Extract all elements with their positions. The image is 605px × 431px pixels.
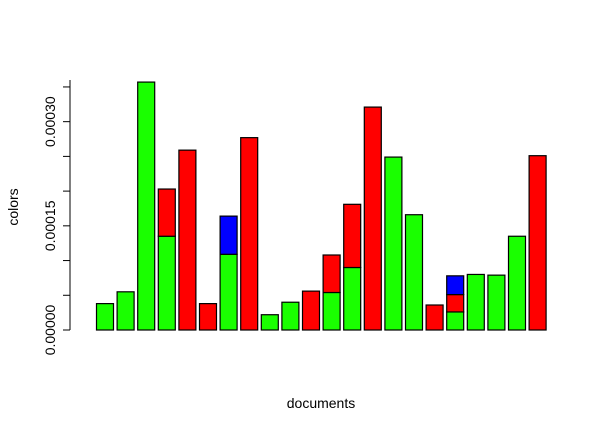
bar-2-segment-1 xyxy=(116,291,135,331)
bar-17-segment-2 xyxy=(425,304,444,331)
bar-19-segment-1 xyxy=(466,273,485,331)
bar-13-segment-2 xyxy=(343,203,362,269)
bar-18-segment-3 xyxy=(446,275,465,296)
y-tick-label: 0.00030 xyxy=(42,96,58,147)
bar-20-segment-1 xyxy=(487,274,506,331)
bar-4-segment-2 xyxy=(157,188,176,237)
bar-12-segment-2 xyxy=(322,254,341,294)
bar-18-segment-2 xyxy=(446,293,465,313)
bar-22-segment-2 xyxy=(528,155,547,331)
y-axis-label: colors xyxy=(5,188,21,225)
bar-10-segment-1 xyxy=(281,301,300,331)
y-axis: 0.00000 0.00015 0.00030 xyxy=(42,80,71,355)
bar-6-segment-2 xyxy=(198,303,218,331)
y-tick-label: 0.00000 xyxy=(42,304,58,355)
bar-4-segment-1 xyxy=(157,235,176,331)
bars xyxy=(95,81,547,331)
bar-13-segment-1 xyxy=(343,266,362,331)
bar-12-segment-1 xyxy=(322,291,341,331)
bar-7-segment-3 xyxy=(219,215,238,255)
bar-8-segment-2 xyxy=(240,137,259,331)
bar-11-segment-2 xyxy=(301,290,321,331)
y-tick-label: 0.00015 xyxy=(42,200,58,251)
bar-1-segment-1 xyxy=(95,303,115,331)
bar-3-segment-1 xyxy=(137,81,156,331)
bar-7-segment-1 xyxy=(219,253,238,331)
bar-9-segment-1 xyxy=(260,314,279,331)
bar-15-segment-1 xyxy=(384,156,403,331)
bar-21-segment-1 xyxy=(507,235,527,331)
x-axis-label: documents xyxy=(287,395,355,411)
bar-14-segment-2 xyxy=(363,106,382,331)
bar-16-segment-1 xyxy=(404,214,424,331)
bar-18-segment-1 xyxy=(446,311,465,331)
bar-5-segment-2 xyxy=(178,149,197,331)
